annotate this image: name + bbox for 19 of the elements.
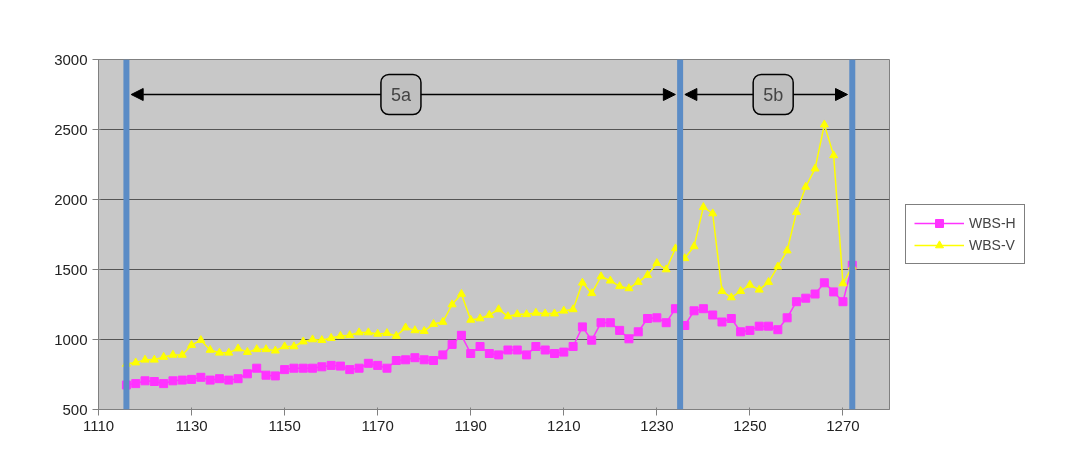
x-tick-label: 1270 [826,416,860,434]
x-tick-label: 1230 [640,416,674,434]
y-tick-label: 1500 [54,260,88,278]
x-tick-label: 1210 [547,416,581,434]
annotation: 5b [763,84,784,105]
x-tick-label: 1250 [733,416,767,434]
x-tick-label: 1190 [454,416,487,434]
x-tick-label: 1110 [82,416,115,434]
y-tick-label: 3000 [54,50,88,68]
legend-label: WBS-V [969,237,1015,253]
x-tick-label: 1170 [361,416,394,434]
x-tick-label: 1150 [268,416,301,434]
x-tick-label: 1130 [175,416,208,434]
y-tick-label: 2000 [54,190,88,208]
annotation: 5a [390,84,412,105]
y-tick-label: 2500 [54,120,88,138]
y-tick-label: 1000 [54,330,88,348]
y-tick-label: 500 [62,400,88,418]
legend-label: WBS-H [969,215,1016,231]
